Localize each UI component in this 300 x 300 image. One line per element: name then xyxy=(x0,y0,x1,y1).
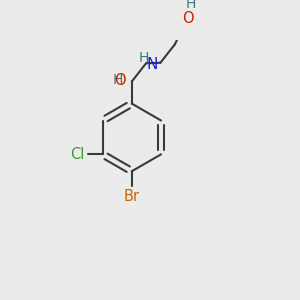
Text: O: O xyxy=(182,11,194,26)
Text: Cl: Cl xyxy=(70,147,84,162)
Text: O: O xyxy=(114,73,125,88)
Text: H: H xyxy=(112,73,123,87)
Text: H: H xyxy=(138,51,149,65)
Text: H: H xyxy=(185,0,196,11)
Text: Br: Br xyxy=(124,189,140,204)
Text: N: N xyxy=(147,57,158,72)
